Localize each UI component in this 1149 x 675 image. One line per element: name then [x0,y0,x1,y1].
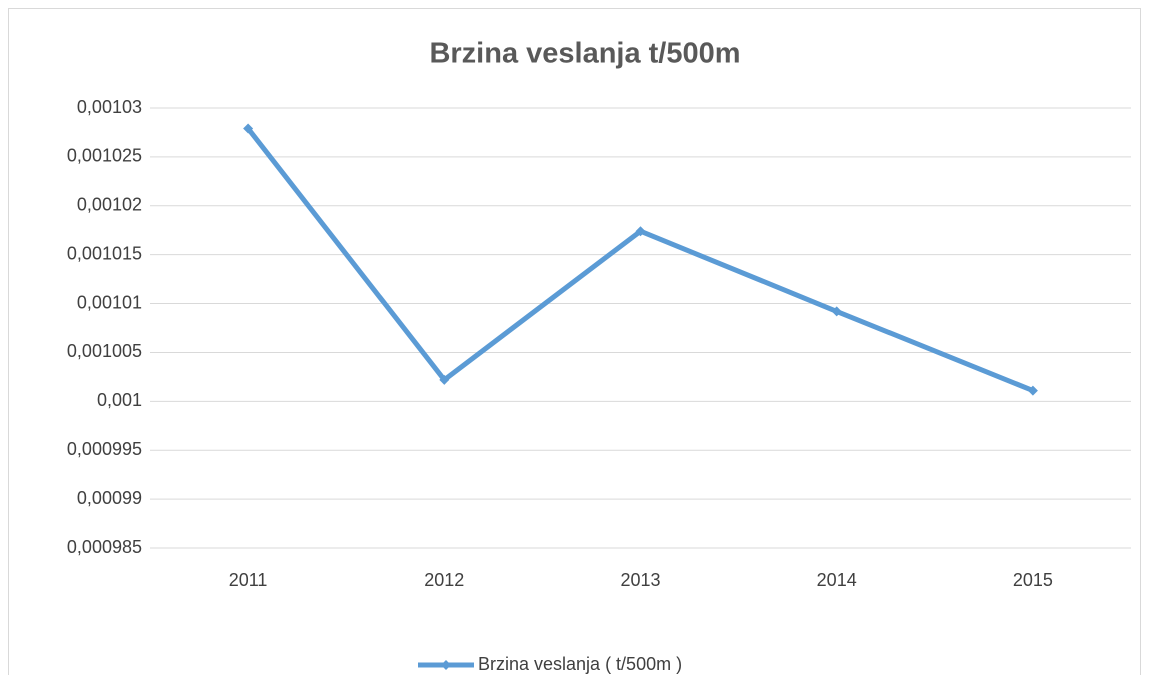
y-tick-label: 0,001005 [67,341,142,361]
x-tick-label: 2012 [424,570,464,590]
chart-title: Brzina veslanja t/500m [429,38,740,70]
legend-label: Brzina veslanja ( t/500m ) [478,654,682,674]
point-marker [831,306,842,317]
x-tick-label: 2015 [1013,570,1053,590]
y-tick-label: 0,001025 [67,146,142,166]
y-tick-label: 0,001 [97,390,142,410]
y-tick-label: 0,000985 [67,537,142,557]
x-tick-label: 2014 [817,570,857,590]
point-marker [439,374,450,385]
chart-frame [8,8,1141,675]
x-tick-label: 2013 [620,570,660,590]
y-tick-label: 0,00101 [77,292,142,312]
y-tick-label: 0,000995 [67,439,142,459]
y-tick-label: 0,00102 [77,195,142,215]
point-marker [243,123,254,134]
point-marker [635,226,646,237]
y-tick-label: 0,00103 [77,97,142,117]
y-tick-label: 0,001015 [67,243,142,263]
y-tick-label: 0,00099 [77,488,142,508]
point-marker [1027,385,1038,396]
legend-marker [441,660,451,670]
x-tick-label: 2011 [229,570,268,590]
